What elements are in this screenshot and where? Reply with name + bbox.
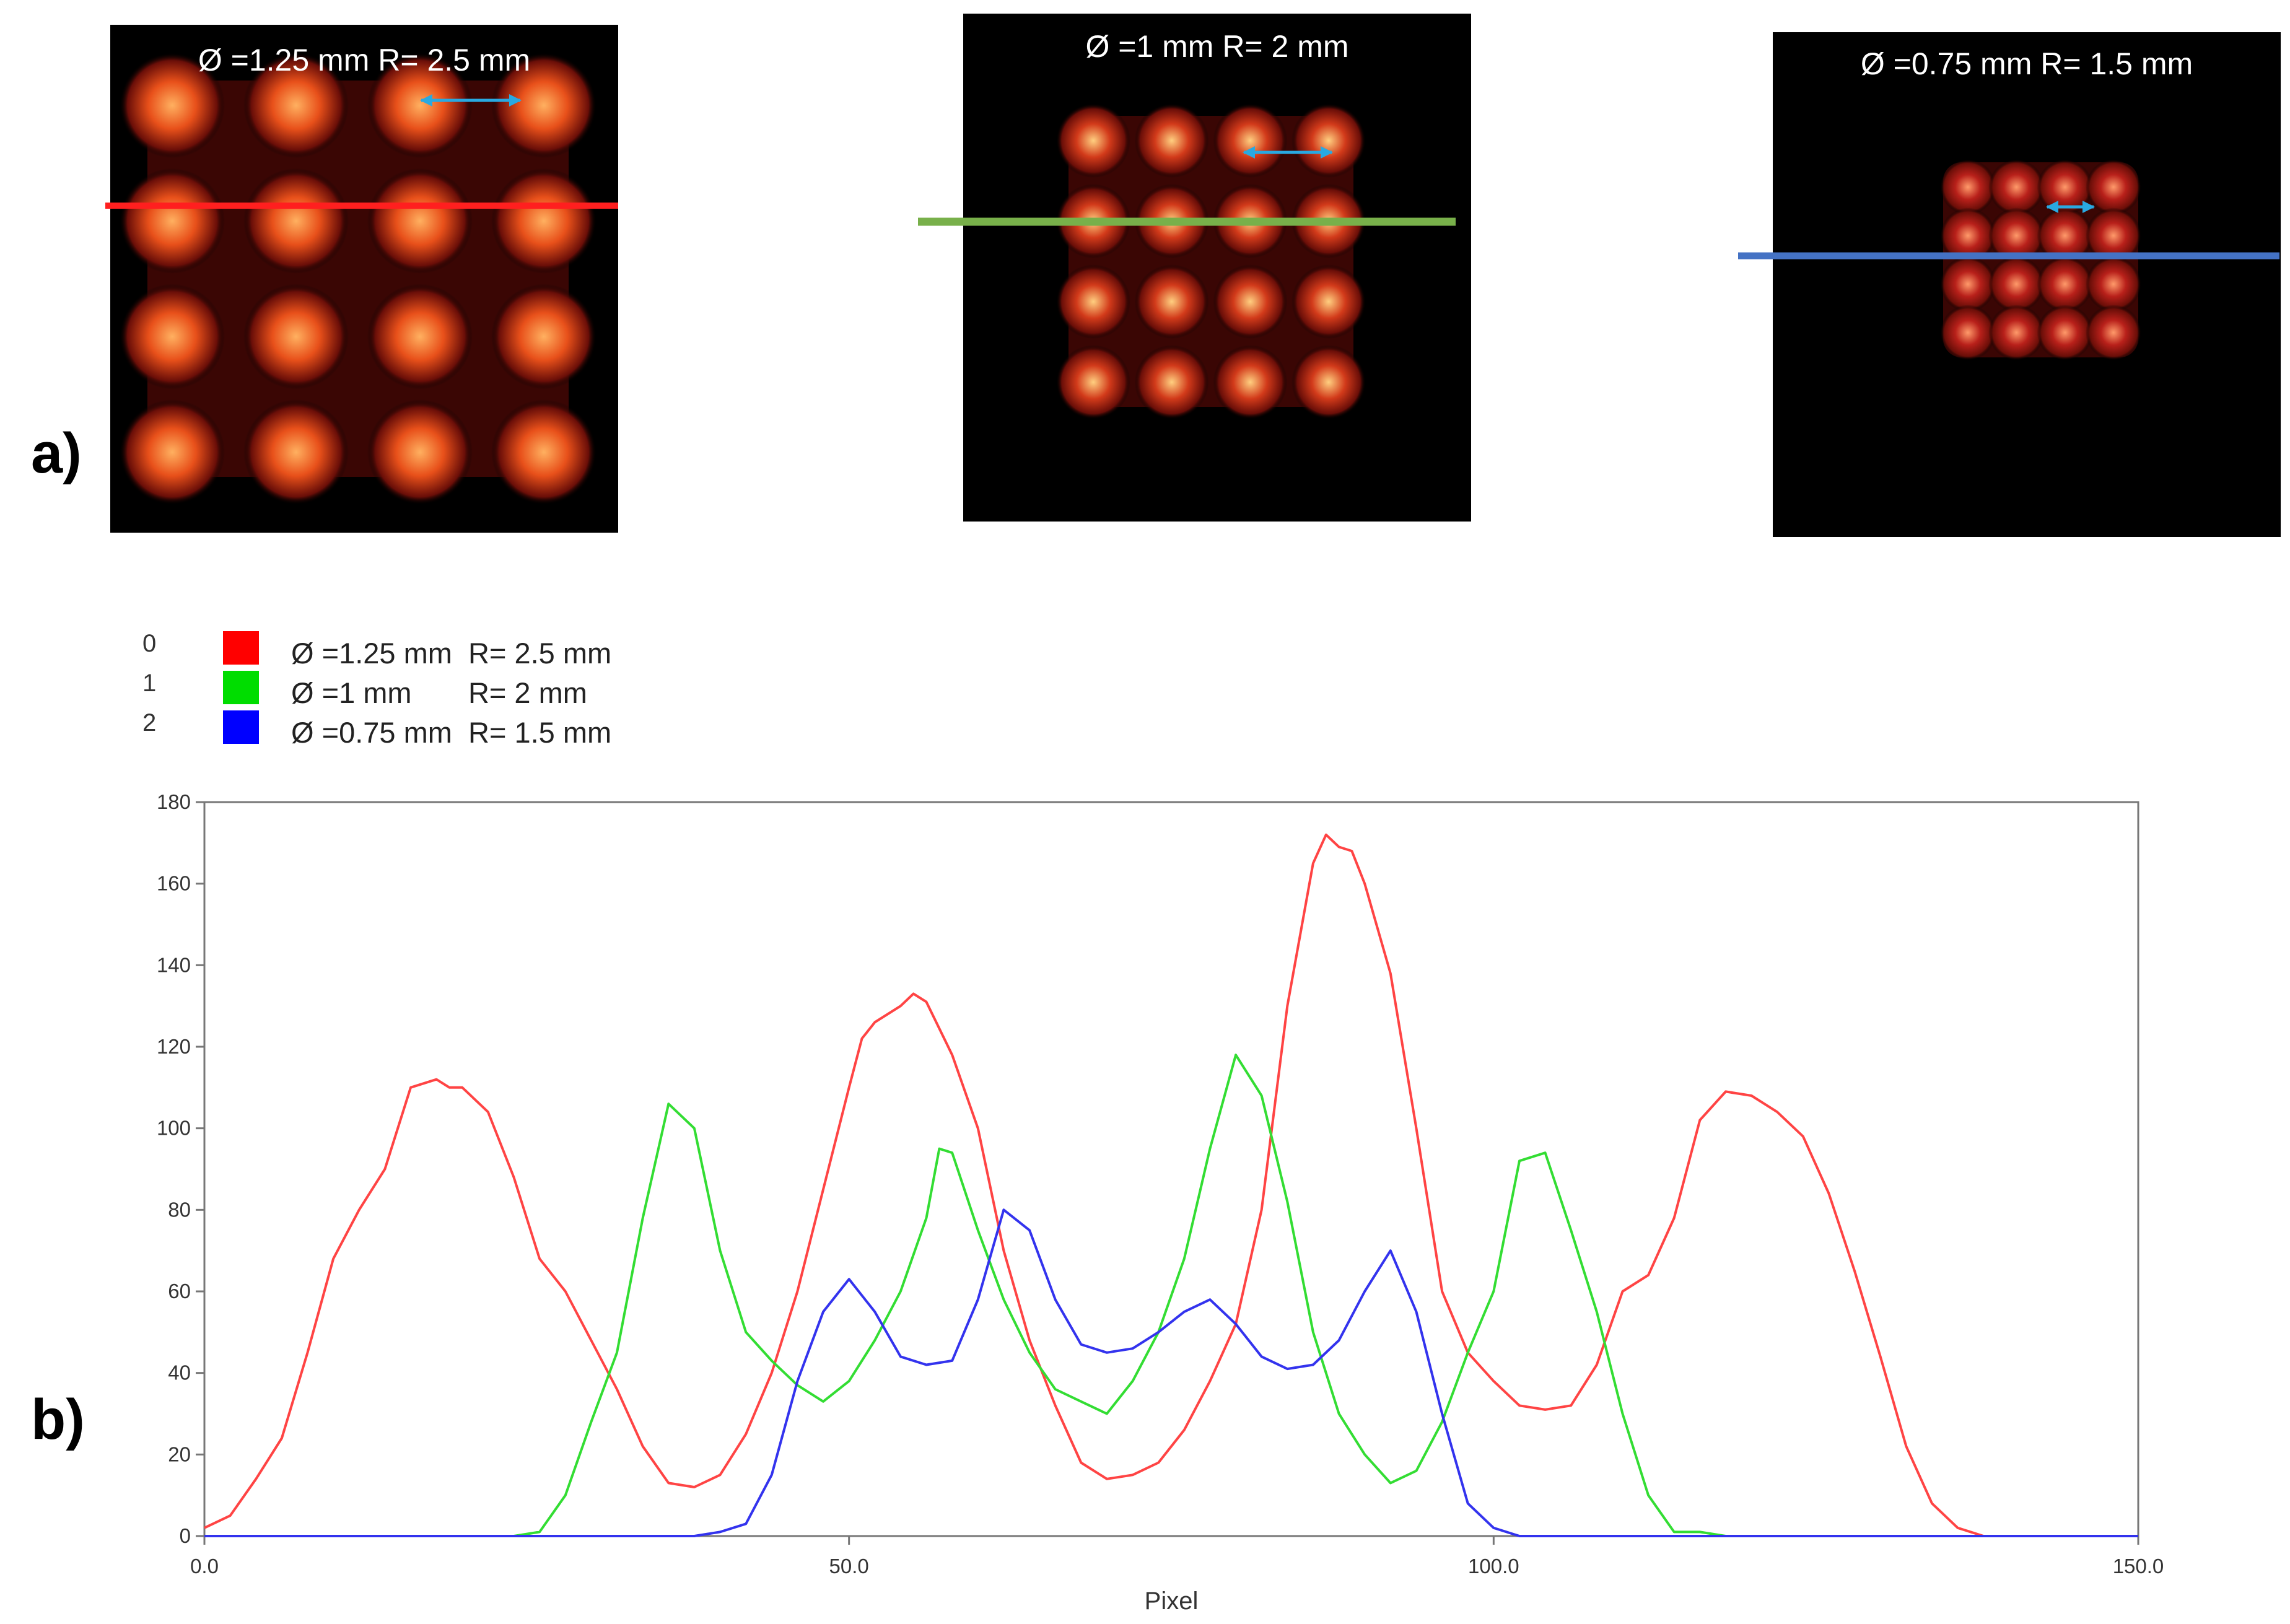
phantom-rod-spot [491, 168, 597, 274]
phantom-image-1-25mm-caption: Ø =1.25 mm R= 2.5 mm [198, 43, 531, 77]
phantom-image-0-75mm: Ø =0.75 mm R= 1.5 mm [1773, 32, 2281, 537]
phantom-image-1mm-canvas [1056, 103, 1366, 419]
y-tick-label: 20 [168, 1443, 191, 1465]
x-tick-label: 0.0 [190, 1555, 219, 1578]
legend-index: 2 [142, 709, 157, 736]
y-tick-label: 100 [157, 1117, 191, 1140]
legend-swatch [223, 671, 259, 704]
phantom-image-1mm: Ø =1 mm R= 2 mm [963, 14, 1471, 522]
y-tick-label: 40 [168, 1361, 191, 1384]
legend-label: Ø =0.75 mm R= 1.5 mm [291, 716, 612, 749]
series-line-2 [204, 1208, 2138, 1537]
x-tick-label: 100.0 [1468, 1555, 1519, 1578]
x-tick-label: 50.0 [829, 1555, 869, 1578]
phantom-rod-spot [1940, 256, 1996, 312]
phantom-rod-spot [120, 284, 225, 390]
phantom-rod-spot [2037, 256, 2093, 312]
phantom-rod-spot [120, 53, 225, 158]
series-line-1 [204, 1054, 2138, 1537]
phantom-rod-spot [1213, 345, 1288, 419]
phantom-rod-spot [1134, 264, 1209, 339]
phantom-background-glow [1069, 116, 1353, 407]
legend-index: 1 [142, 670, 157, 697]
phantom-rod-spot [491, 53, 597, 158]
phantom-rod-spot [1940, 159, 1996, 215]
panel-label-a: a) [31, 422, 82, 485]
phantom-rod-spot [491, 399, 597, 505]
phantom-rod-spot [367, 284, 473, 390]
phantom-rod-spot [1291, 103, 1366, 178]
phantom-image-1mm-caption: Ø =1 mm R= 2 mm [1085, 29, 1349, 64]
phantom-rod-spot [1134, 345, 1209, 419]
y-tick-label: 120 [157, 1035, 191, 1058]
phantom-rod-spot [2037, 305, 2093, 360]
legend-label: Ø =1 mm R= 2 mm [291, 676, 587, 709]
x-axis-title: Pixel [1145, 1587, 1199, 1615]
y-tick-label: 80 [168, 1198, 191, 1221]
phantom-image-0-75mm-caption: Ø =0.75 mm R= 1.5 mm [1860, 46, 2193, 81]
phantom-rod-spot [120, 399, 225, 505]
phantom-rod-spot [243, 53, 349, 158]
phantom-rod-spot [491, 284, 597, 390]
phantom-rod-spot [1134, 103, 1209, 178]
phantom-rod-spot [2037, 207, 2093, 264]
phantom-rod-spot [243, 399, 349, 505]
phantom-rod-spot [2086, 207, 2141, 264]
phantom-image-1-25mm: Ø =1.25 mm R= 2.5 mm [110, 25, 618, 533]
x-tick-label: 150.0 [2113, 1555, 2164, 1578]
y-tick-label: 180 [157, 790, 191, 813]
phantom-rod-spot [1988, 159, 2045, 215]
phantom-rod-spot [2086, 305, 2141, 360]
series-line-0 [204, 833, 2138, 1537]
phantom-rod-spot [1056, 103, 1130, 178]
panel-label-b: b) [31, 1388, 85, 1451]
y-tick-label: 140 [157, 953, 191, 976]
y-tick-label: 60 [168, 1280, 191, 1303]
axis-ticks: 0 20 40 60 80 100 120 140 160 180 0.0 50.0 100.0 150.… [157, 790, 2164, 1578]
y-tick-label: 0 [180, 1524, 191, 1547]
phantom-rod-spot [120, 168, 225, 274]
phantom-rod-spot [243, 168, 349, 274]
plot-area [203, 801, 2139, 1537]
phantom-rod-spot [367, 168, 473, 274]
legend-swatch [223, 710, 259, 744]
phantom-background-glow [147, 81, 569, 477]
phantom-rod-spot [1213, 264, 1288, 339]
phantom-rod-spot [1213, 103, 1288, 178]
phantom-rod-spot [1988, 305, 2045, 360]
legend-label: Ø =1.25 mm R= 2.5 mm [291, 637, 612, 670]
phantom-rod-spot [1988, 256, 2045, 312]
phantom-rod-spot [1291, 345, 1366, 419]
phantom-rod-spot [1940, 305, 1996, 360]
legend-swatch [223, 631, 259, 665]
y-tick-label: 160 [157, 872, 191, 895]
phantom-rod-spot [2086, 159, 2141, 215]
phantom-rod-spot [1988, 207, 2045, 264]
phantom-rod-spot [1056, 264, 1130, 339]
phantom-rod-spot [2086, 256, 2141, 312]
phantom-rod-spot [1291, 264, 1366, 339]
phantom-rod-spot [1940, 207, 1996, 264]
phantom-rod-spot [367, 399, 473, 505]
phantom-rod-spot [1056, 345, 1130, 419]
legend-index: 0 [142, 630, 157, 657]
phantom-image-1-25mm-canvas [120, 53, 597, 505]
series-lines [204, 833, 2138, 1537]
phantom-rod-spot [243, 284, 349, 390]
